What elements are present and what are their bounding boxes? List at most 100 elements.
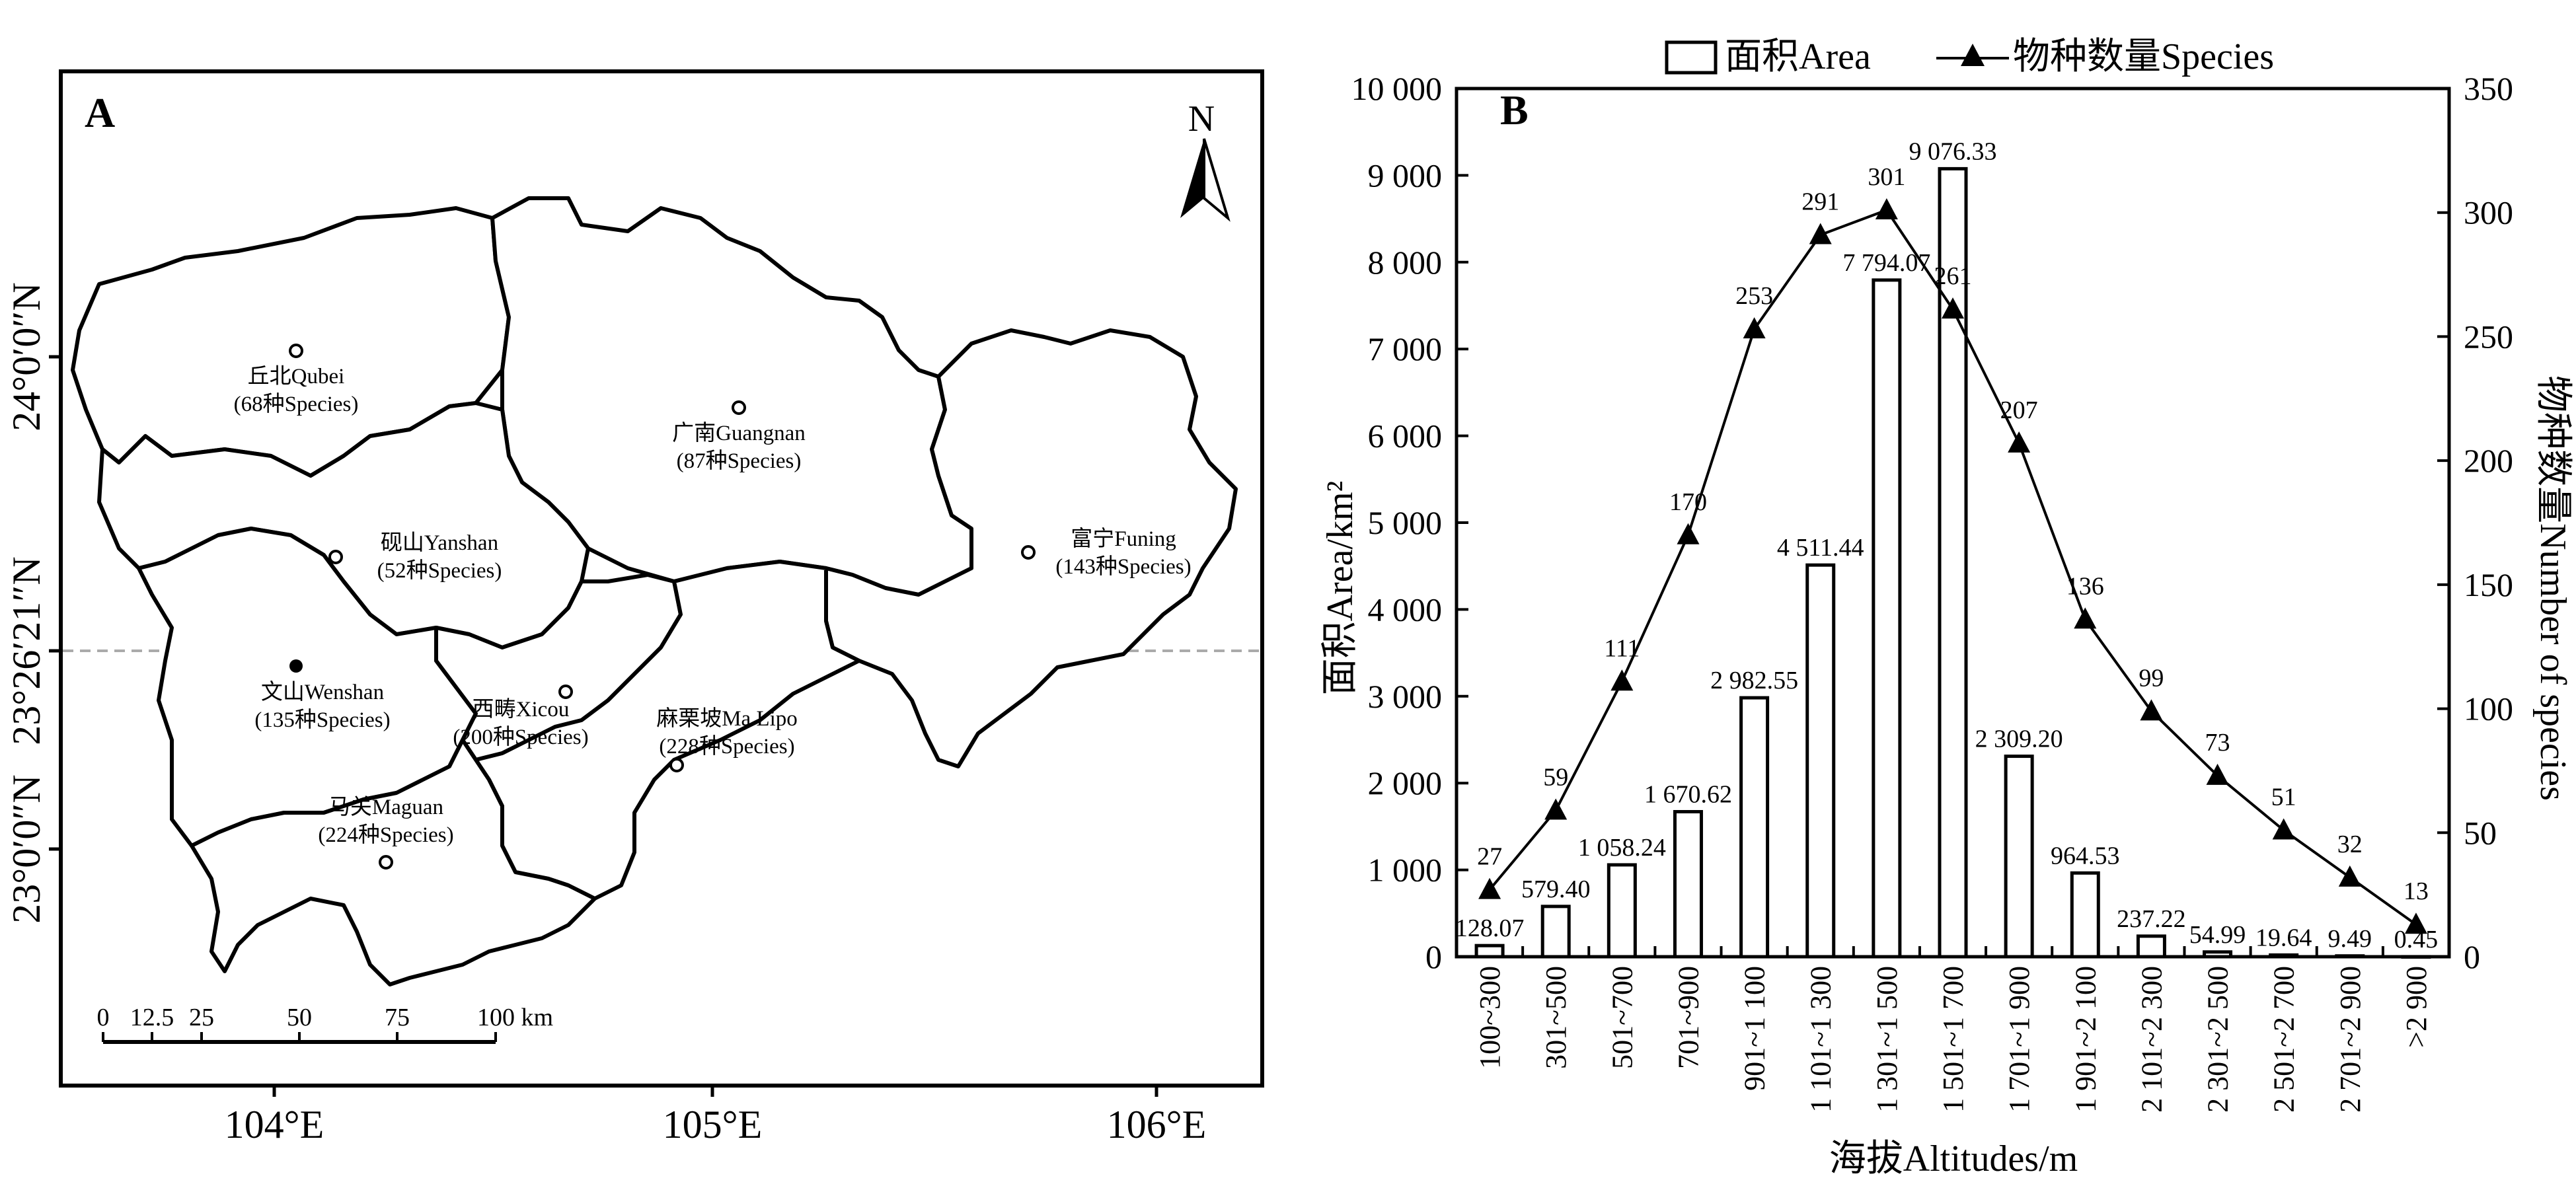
county-name: 西畴Xicou: [473, 698, 570, 722]
lon-label: 105°E: [663, 1103, 763, 1146]
bar-value-label: 19.64: [2255, 924, 2312, 951]
y-tick-label: 5 000: [1368, 504, 1443, 541]
scale-label: 75: [385, 1004, 410, 1031]
bar-value-label: 1 670.62: [1644, 780, 1732, 808]
bar-value-label: 9.49: [2328, 925, 2372, 953]
y-tick-label: 3 000: [1368, 678, 1443, 715]
county-name: 麻栗坡Ma Lipo: [656, 706, 798, 731]
x-axis-title: 海拔Altitudes/m: [1829, 1138, 2078, 1179]
species-marker: [2008, 431, 2031, 453]
north-arrow-light-half: [1203, 138, 1231, 222]
north-arrow: N: [1180, 98, 1231, 222]
bar-value-label: 579.40: [1521, 875, 1591, 903]
county-name: 马关Maguan: [328, 795, 443, 819]
species-value-label: 99: [2139, 664, 2164, 692]
plot-area: 0 1 000 2 000 3 000 4 000 5 000 6 000 7 000 8 00…: [1351, 70, 2514, 1113]
county-name: 广南Guangnan: [672, 421, 806, 445]
scale-label: 12.5: [130, 1004, 174, 1031]
map-ticks: [49, 355, 1158, 1097]
x-tick-label: 701~900: [1672, 966, 1704, 1069]
bar-value-label: 128.07: [1455, 914, 1525, 942]
county-seats: [289, 344, 1036, 870]
chart-panel: B 面积Area 物种数量Species 面积Area/km² 物种数量Numb…: [1320, 36, 2573, 1179]
species-marker: [1809, 223, 1832, 244]
x-tick-label: 501~700: [1606, 966, 1638, 1069]
species-value-label: 136: [2066, 572, 2104, 600]
panel-b-label: B: [1500, 87, 1529, 133]
x-tick-label: 2 101~2 300: [2135, 966, 2168, 1113]
legend: 面积Area 物种数量Species: [1665, 36, 2274, 77]
x-tick-label: 1 901~2 100: [2069, 966, 2102, 1113]
species-value-label: 32: [2337, 831, 2363, 858]
bar-value-label: 2 309.20: [1975, 725, 2063, 753]
scale-label: 100 km: [477, 1004, 553, 1031]
north-arrow-dark-half: [1180, 139, 1204, 218]
species-value-label: 291: [1801, 188, 1839, 216]
species-marker: [1875, 198, 1898, 219]
y2-tick-label: 100: [2464, 690, 2513, 727]
seat-yanshan: [328, 550, 343, 564]
county-species: (68种Species): [234, 392, 359, 416]
y-tick-label: 2 000: [1368, 764, 1443, 801]
x-tick-label: 1 101~1 300: [1805, 966, 1837, 1113]
y-tick-label: 6 000: [1368, 418, 1443, 455]
species-value-label: 111: [1604, 634, 1640, 662]
area-bar: [2136, 934, 2166, 959]
county-species: (87种Species): [677, 449, 802, 473]
species-marker: [2272, 818, 2295, 840]
county-name: 砚山Yanshan: [381, 531, 498, 555]
scale-label: 0: [97, 1004, 110, 1031]
area-bar: [1607, 863, 1637, 959]
species-marker: [2140, 699, 2163, 721]
seat-funing: [1021, 545, 1036, 560]
lat-label: 23°26′21″N: [5, 556, 48, 745]
x-tick-label: 301~500: [1540, 966, 1572, 1069]
county-species: (135种Species): [254, 708, 390, 732]
county-boundaries: [71, 196, 1238, 986]
county-species: (52种Species): [377, 558, 502, 583]
y2-tick-label: 350: [2464, 70, 2513, 107]
area-bar: [2269, 953, 2299, 959]
y-tick-label: 7 000: [1368, 330, 1443, 367]
legend-label-area: 面积Area: [1725, 36, 1871, 77]
species-marker: [1478, 877, 1501, 899]
area-bar: [1739, 696, 1770, 959]
x-tick-label: 1 501~1 700: [1937, 966, 1969, 1113]
species-value-label: 170: [1669, 488, 1707, 516]
scale-bar: 0 12.5 25 50 75 100 km: [97, 1004, 553, 1044]
bar-value-label: 7 794.07: [1842, 249, 1930, 277]
area-bar: [1872, 278, 1902, 959]
north-label: N: [1188, 98, 1215, 139]
county-name: 文山Wenshan: [261, 680, 384, 704]
y2-axis-title: 物种数量Number of species: [2532, 375, 2573, 801]
lon-label: 106°E: [1107, 1103, 1207, 1146]
x-tick-label: 1 701~1 900: [2003, 966, 2035, 1113]
species-value-label: 27: [1477, 843, 1502, 871]
area-bar: [1474, 944, 1505, 959]
y-tick-label: 0: [1425, 938, 1442, 975]
seat-wenshan: [289, 659, 303, 673]
species-value-label: 253: [1735, 282, 1773, 310]
x-tick-label: 2 501~2 700: [2268, 966, 2300, 1113]
bar-value-label: 1 058.24: [1578, 834, 1666, 862]
species-value-label: 51: [2271, 784, 2296, 811]
y2-tick-label: 250: [2464, 318, 2513, 355]
y2-tick-label: 200: [2464, 442, 2513, 479]
y-tick-label: 9 000: [1368, 157, 1443, 194]
species-value-label: 207: [2000, 396, 2038, 424]
y2-tick-label: 150: [2464, 566, 2513, 603]
county-species: (224种Species): [318, 823, 453, 847]
area-bar: [2335, 954, 2365, 959]
bar-value-label: 237.22: [2117, 905, 2186, 933]
species-value-label: 59: [1543, 763, 1568, 791]
seat-xichou: [558, 685, 573, 699]
species-value-label: 261: [1934, 262, 1972, 290]
area-bar: [2070, 871, 2100, 959]
county-species: (228种Species): [659, 734, 794, 759]
species-value-label: 73: [2205, 729, 2230, 757]
x-tick-label: >2 900: [2400, 966, 2433, 1048]
x-tick-label: 1 301~1 500: [1871, 966, 1903, 1113]
legend-triangle-marker: [1961, 44, 1985, 66]
lat-label: 23°0′0″N: [5, 774, 48, 923]
x-tick-label: 2 301~2 500: [2202, 966, 2234, 1113]
